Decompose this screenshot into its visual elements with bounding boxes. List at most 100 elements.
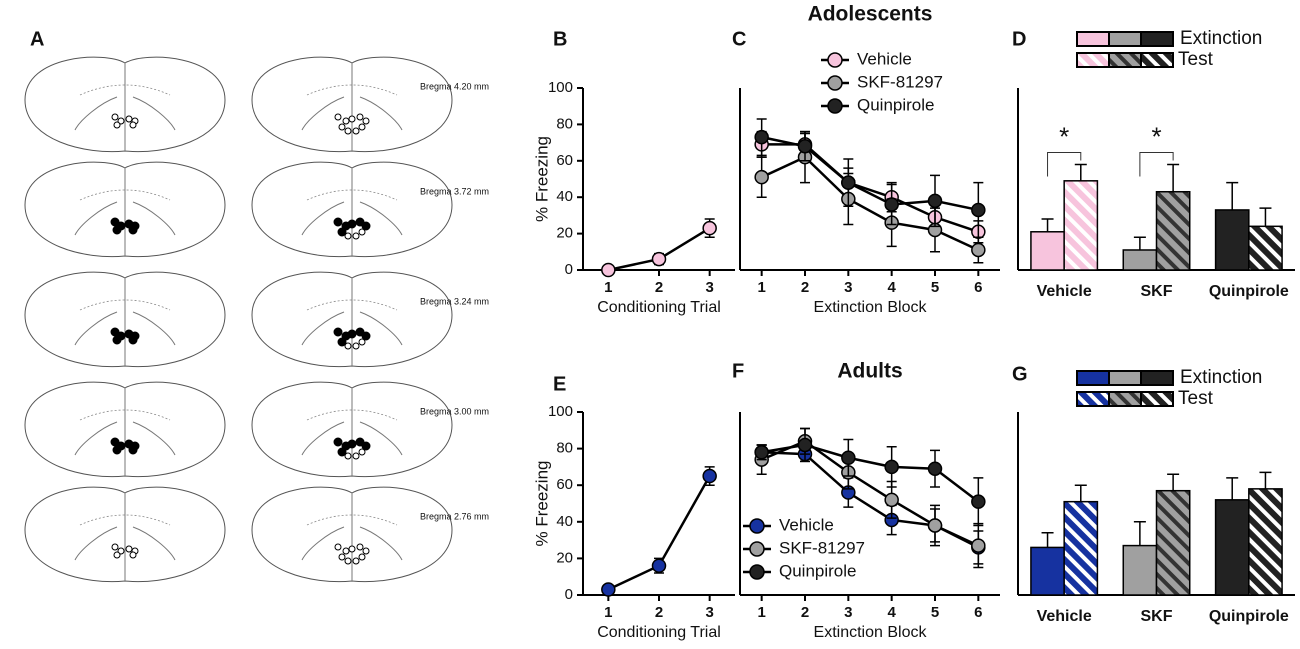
data-point — [651, 251, 667, 267]
bar — [1063, 180, 1099, 271]
data-point — [927, 193, 943, 209]
infusion-site — [125, 115, 133, 123]
legend-swatch — [1076, 31, 1110, 47]
data-point — [754, 169, 769, 185]
infusion-site — [113, 121, 121, 129]
x-tick-label: 6 — [974, 279, 982, 296]
brain-detail — [79, 84, 171, 96]
data-point — [841, 450, 856, 465]
x-tick-label: 3 — [844, 279, 852, 296]
infusion-site — [333, 437, 343, 447]
bar — [1248, 488, 1283, 596]
bar — [1214, 499, 1250, 596]
x-tick-label: 2 — [655, 604, 663, 621]
bar — [1030, 546, 1065, 596]
infusion-site — [117, 117, 125, 125]
error-bar — [1226, 181, 1239, 210]
data-point — [971, 538, 986, 553]
x-axis-label: Conditioning Trial — [597, 624, 721, 641]
data-point — [797, 138, 813, 154]
legend-swatch — [1108, 391, 1142, 407]
x-tick-label: 5 — [931, 604, 939, 621]
infusion-site — [112, 445, 122, 455]
data-point — [884, 459, 899, 475]
infusion-site — [342, 547, 350, 555]
x-tick-label: 1 — [757, 604, 765, 621]
significance-star: * — [1151, 121, 1161, 151]
legend-swatch — [1140, 370, 1174, 386]
brain-ventricle — [74, 421, 176, 456]
infusion-site — [112, 225, 122, 235]
legend-swatch — [1076, 52, 1110, 68]
error-bar — [1167, 473, 1180, 491]
bregma-label: Bregma 4.20 mm — [420, 81, 489, 91]
data-point — [971, 202, 986, 218]
legend-label: Quinpirole — [779, 561, 857, 580]
y-tick-label: 60 — [556, 152, 573, 169]
series-line — [761, 443, 980, 503]
infusion-site — [344, 232, 352, 240]
infusion-site — [344, 452, 352, 460]
infusion-site — [338, 123, 346, 131]
infusion-site — [337, 447, 347, 457]
infusion-site — [352, 232, 360, 240]
x-tick-label: SKF — [1141, 283, 1173, 300]
bar — [1122, 249, 1158, 271]
x-tick-label: 1 — [604, 279, 612, 296]
brain-ventricle — [301, 421, 403, 456]
legend-label: Test — [1178, 388, 1214, 409]
x-tick-label: 2 — [655, 279, 663, 296]
legend-swatch — [1140, 391, 1174, 407]
panel-label: E — [553, 373, 566, 395]
y-axis-label: % Freezing — [532, 461, 551, 547]
bar — [1155, 489, 1191, 596]
x-tick-label: Vehicle — [1037, 608, 1092, 625]
bar — [1248, 225, 1283, 271]
infusion-site — [356, 113, 364, 121]
error-bar — [1226, 477, 1239, 500]
x-axis-label: Extinction Block — [814, 299, 928, 316]
y-tick-label: 80 — [556, 115, 573, 132]
chart-title: Adolescents — [808, 3, 933, 26]
infusion-site — [129, 551, 137, 559]
x-tick-label: Quinpirole — [1209, 608, 1289, 625]
panel-label: D — [1012, 28, 1026, 50]
brain-ventricle — [74, 526, 176, 561]
y-tick-label: 100 — [548, 79, 573, 96]
panel-label: B — [553, 28, 567, 50]
y-tick-label: 20 — [556, 549, 573, 566]
brain-detail — [79, 409, 171, 421]
legend-label: Vehicle — [779, 515, 834, 534]
x-tick-label: 4 — [887, 279, 896, 296]
legend-label: SKF-81297 — [857, 72, 943, 91]
series-line — [761, 155, 979, 252]
infusion-site — [348, 545, 356, 553]
x-tick-label: 2 — [801, 279, 809, 296]
x-axis-label: Conditioning Trial — [597, 299, 721, 316]
brain-ventricle — [301, 311, 403, 346]
legend-swatch — [1108, 52, 1142, 68]
panel-label: F — [732, 360, 744, 382]
brain-ventricle — [301, 526, 403, 561]
y-tick-label: 40 — [556, 513, 573, 530]
x-tick-label: 3 — [705, 279, 713, 296]
infusion-site — [358, 448, 366, 456]
error-bar — [1074, 163, 1087, 181]
y-tick-label: 40 — [556, 188, 573, 205]
error-bar — [1259, 207, 1272, 227]
infusion-site — [347, 439, 357, 449]
brain-ventricle — [301, 201, 403, 236]
brain-detail — [306, 84, 398, 96]
infusion-site — [352, 127, 360, 135]
infusion-site — [358, 338, 366, 346]
x-tick-label: 1 — [604, 604, 612, 621]
infusion-site — [352, 342, 360, 350]
infusion-site — [342, 117, 350, 125]
brain-ventricle — [74, 311, 176, 346]
bregma-label: Bregma 3.72 mm — [420, 186, 489, 196]
data-point — [754, 445, 769, 460]
error-bar — [1074, 484, 1087, 502]
error-bar — [1041, 532, 1054, 548]
bar — [1214, 209, 1250, 271]
infusion-site — [348, 115, 356, 123]
